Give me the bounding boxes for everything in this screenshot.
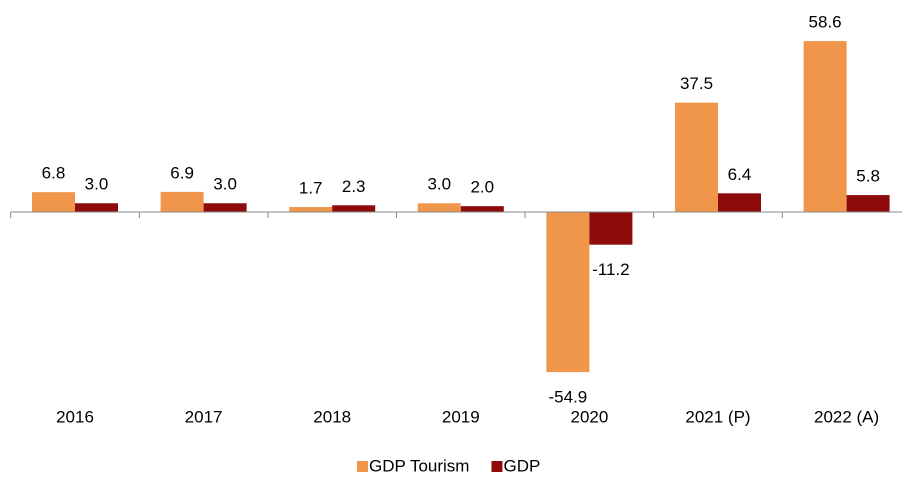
bar (32, 192, 75, 212)
legend-label: GDP (503, 456, 540, 475)
x-tick-label: 2017 (185, 407, 223, 426)
data-label: 58.6 (809, 13, 842, 32)
x-tick-label: 2021 (P) (685, 407, 750, 426)
data-label: 1.7 (299, 179, 323, 198)
bar (546, 212, 590, 373)
bar (718, 193, 761, 212)
x-tick-label: 2022 (A) (814, 407, 879, 426)
bar (589, 212, 633, 245)
data-label: 37.5 (680, 74, 713, 93)
bar (803, 41, 847, 213)
bar (332, 205, 376, 212)
data-label: 2.3 (342, 177, 366, 196)
data-label: 3.0 (85, 175, 109, 194)
data-label: 5.8 (856, 167, 880, 186)
legend-swatch (357, 461, 368, 472)
data-label: -11.2 (592, 260, 630, 279)
data-label: 3.0 (213, 175, 237, 194)
bar (417, 203, 461, 212)
data-label: 6.8 (42, 164, 66, 183)
data-label: -54.9 (549, 388, 588, 407)
legend-label: GDP Tourism (369, 456, 469, 475)
bar (289, 207, 333, 212)
bar (675, 102, 718, 212)
x-tick-label: 2016 (56, 407, 94, 426)
bar (460, 206, 504, 212)
bar (75, 203, 118, 212)
x-tick-label: 2018 (313, 407, 351, 426)
data-label: 3.0 (427, 175, 451, 194)
x-tick-label: 2020 (570, 407, 608, 426)
data-label: 2.0 (470, 178, 494, 197)
bar (846, 195, 890, 212)
x-tick-label: 2019 (442, 407, 480, 426)
legend-swatch (491, 461, 503, 472)
bar (160, 191, 204, 212)
data-label: 6.4 (728, 165, 752, 184)
bar (203, 203, 247, 212)
data-label: 6.9 (170, 163, 194, 182)
